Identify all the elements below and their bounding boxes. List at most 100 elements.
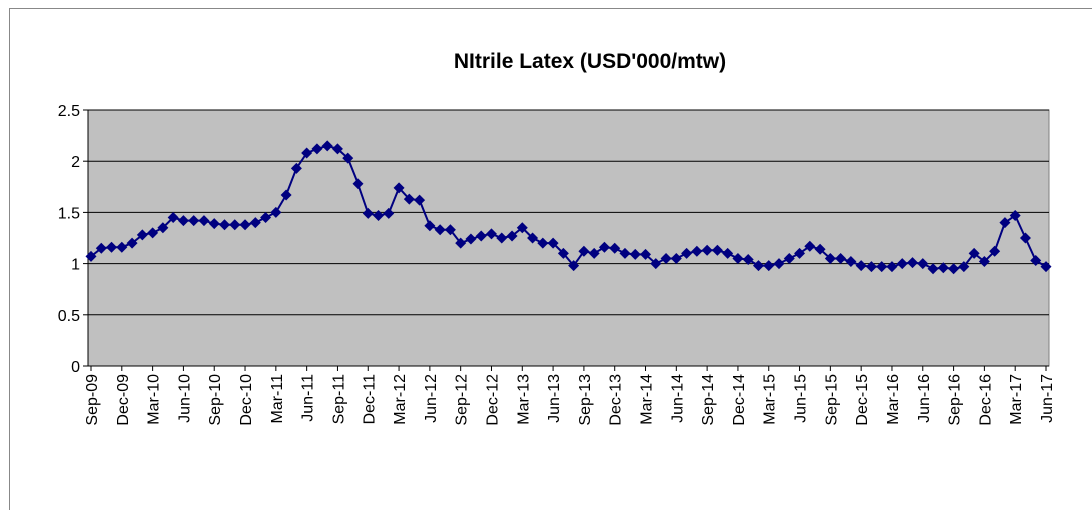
data-point <box>116 241 128 253</box>
data-point <box>496 232 508 244</box>
data-point <box>208 218 220 230</box>
x-tick-label: Sep-13 <box>577 374 594 426</box>
data-point <box>527 232 539 244</box>
x-tick-label: Sep-10 <box>207 374 224 426</box>
x-tick-label: Jun-11 <box>300 374 317 422</box>
data-point <box>311 143 323 155</box>
data-point <box>126 237 138 249</box>
data-point <box>937 262 949 274</box>
data-point <box>907 257 919 269</box>
plot-area <box>87 109 1050 367</box>
x-tick-label: Jun-13 <box>546 374 563 423</box>
x-tick-label: Jun-15 <box>793 374 810 423</box>
data-point <box>1009 209 1021 221</box>
data-point <box>177 215 189 227</box>
x-tick-label: Mar-17 <box>1008 374 1025 425</box>
data-point <box>270 206 282 218</box>
data-point <box>1019 232 1031 244</box>
data-point <box>948 263 960 275</box>
y-tick-label: 2 <box>71 154 80 171</box>
y-tick-label: 2.5 <box>58 103 80 120</box>
x-tick-label: Jun-10 <box>176 374 193 423</box>
data-point <box>506 230 518 242</box>
data-point <box>136 229 148 241</box>
data-point <box>260 212 272 224</box>
data-point <box>732 252 744 264</box>
data-point <box>547 237 559 249</box>
data-point <box>783 252 795 264</box>
data-point <box>978 256 990 268</box>
data-point <box>896 258 908 270</box>
data-point <box>958 261 970 273</box>
data-point <box>198 215 210 227</box>
x-tick-label: Jun-14 <box>669 374 686 423</box>
data-point <box>681 247 693 259</box>
x-tick-label: Dec-11 <box>361 374 378 424</box>
data-point <box>444 224 456 236</box>
x-tick-label: Jun-17 <box>1039 374 1056 423</box>
x-tick-label: Dec-14 <box>731 374 748 426</box>
x-tick-label: Mar-14 <box>639 374 656 425</box>
data-point <box>362 207 374 219</box>
data-point <box>167 212 179 224</box>
x-tick-label: Mar-13 <box>515 374 532 425</box>
data-point <box>290 162 302 174</box>
data-point <box>249 217 261 229</box>
x-tick-label: Dec-12 <box>484 374 501 426</box>
data-point <box>845 256 857 268</box>
data-point <box>95 242 107 254</box>
data-point <box>557 247 569 259</box>
data-point <box>475 230 487 242</box>
data-point <box>691 245 703 257</box>
data-point <box>147 227 159 239</box>
x-tick-label: Dec-09 <box>115 374 132 426</box>
data-point <box>229 219 241 231</box>
data-point <box>321 140 333 152</box>
x-tick-label: Dec-10 <box>238 374 255 426</box>
data-point <box>342 152 354 164</box>
data-point <box>650 258 662 270</box>
x-tick-label: Sep-11 <box>330 374 347 425</box>
data-point <box>855 260 867 272</box>
data-point <box>218 219 230 231</box>
data-point <box>773 258 785 270</box>
x-tick-label: Sep-15 <box>823 374 840 426</box>
x-tick-label: Dec-16 <box>977 374 994 426</box>
data-point <box>1030 255 1042 267</box>
data-point <box>239 219 251 231</box>
data-point <box>619 247 631 259</box>
data-point <box>865 261 877 273</box>
data-point <box>927 263 939 275</box>
data-point <box>814 243 826 255</box>
data-point <box>804 240 816 252</box>
data-point <box>917 258 929 270</box>
data-point <box>568 260 580 272</box>
chart-title: NItrile Latex (USD'000/mtw) <box>454 50 726 73</box>
x-tick-label: Jun-16 <box>916 374 933 423</box>
data-point <box>752 260 764 272</box>
data-point <box>629 248 641 260</box>
x-tick-label: Mar-12 <box>392 374 409 425</box>
x-tick-label: Mar-15 <box>762 374 779 425</box>
data-point <box>701 244 713 256</box>
data-point <box>588 247 600 259</box>
data-point <box>383 207 395 219</box>
x-tick-label: Sep-16 <box>947 374 964 426</box>
data-point <box>609 242 621 254</box>
data-point <box>455 237 467 249</box>
data-point <box>301 147 313 159</box>
data-point <box>393 182 405 194</box>
data-point <box>968 247 980 259</box>
data-point <box>722 247 734 259</box>
x-tick-label: Jun-12 <box>423 374 440 423</box>
data-point <box>352 178 364 190</box>
data-point <box>886 261 898 273</box>
data-point <box>85 250 97 262</box>
x-tick-label: Dec-15 <box>854 374 871 426</box>
data-point <box>1040 261 1052 273</box>
data-point <box>835 252 847 264</box>
x-tick-label: Mar-10 <box>146 374 163 425</box>
data-point <box>670 252 682 264</box>
y-tick-label: 0 <box>71 359 80 376</box>
